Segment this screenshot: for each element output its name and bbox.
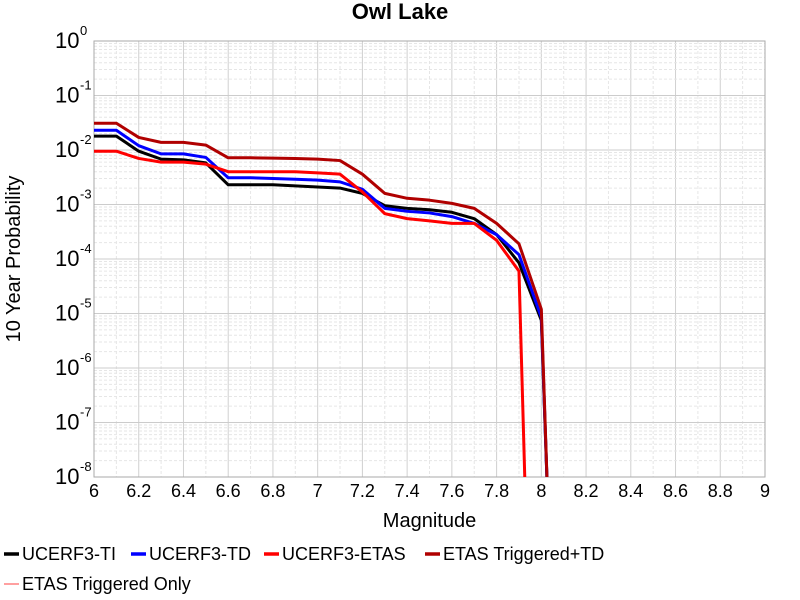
y-tick-label: 10 (55, 301, 79, 326)
x-axis-ticks: 6 6.2 6.4 6.6 6.8 7 7.2 7.4 7.6 7.8 8 8.2 8.4 8.6 8.8 9 (89, 481, 770, 501)
grid (93, 41, 766, 478)
x-tick-label: 8.8 (708, 481, 733, 501)
y-tick-label: 10 (55, 192, 79, 217)
x-tick-label: 8.2 (574, 481, 599, 501)
legend: UCERF3-TI UCERF3-TD UCERF3-ETAS ETAS Trigge… (4, 544, 604, 594)
series-line-1 (94, 134, 549, 477)
x-tick-label: 9 (760, 481, 770, 501)
legend-label: ETAS Triggered+TD (443, 544, 604, 564)
x-tick-label: 6.6 (216, 481, 241, 501)
x-tick-label: 8.6 (663, 481, 688, 501)
legend-label: ETAS Triggered Only (22, 574, 191, 594)
y-tick-label: 10 (55, 83, 79, 108)
chart-title: Owl Lake (352, 0, 449, 24)
x-tick-label: 8.4 (618, 481, 643, 501)
plot-area-border (93, 40, 766, 478)
y-tick-label: 10 (55, 410, 79, 435)
series-line-2 (94, 128, 549, 477)
legend-label: UCERF3-TI (22, 544, 116, 564)
x-tick-label: 6.8 (260, 481, 285, 501)
y-tick-exponent: -3 (80, 187, 92, 202)
y-tick-exponent: -1 (80, 78, 92, 93)
series-layer (94, 121, 549, 477)
y-tick-exponent: -4 (80, 241, 92, 256)
y-tick-label: 10 (55, 464, 79, 489)
x-tick-label: 7 (313, 481, 323, 501)
x-tick-label: 7.8 (484, 481, 509, 501)
x-tick-label: 6 (89, 481, 99, 501)
y-tick-label: 10 (55, 355, 79, 380)
y-tick-exponent: -8 (80, 459, 92, 474)
x-axis-label: Magnitude (383, 510, 476, 532)
series-line-3 (94, 149, 527, 477)
y-tick-label: 10 (55, 28, 79, 53)
legend-label: UCERF3-TD (149, 544, 251, 564)
y-tick-label: 10 (55, 246, 79, 271)
x-tick-label: 7.4 (395, 481, 420, 501)
legend-label: UCERF3-ETAS (282, 544, 406, 564)
y-tick-label: 10 (55, 137, 79, 162)
series-line-4 (94, 121, 549, 477)
y-tick-exponent: 0 (80, 23, 87, 38)
x-tick-label: 8 (536, 481, 546, 501)
y-axis-label: 10 Year Probability (3, 176, 25, 343)
x-tick-label: 7.2 (350, 481, 375, 501)
x-tick-label: 6.2 (126, 481, 151, 501)
x-tick-label: 6.4 (171, 481, 196, 501)
y-tick-exponent: -7 (80, 405, 92, 420)
y-tick-exponent: -5 (80, 296, 92, 311)
x-tick-label: 7.6 (439, 481, 464, 501)
y-tick-exponent: -2 (80, 132, 92, 147)
y-tick-exponent: -6 (80, 350, 92, 365)
